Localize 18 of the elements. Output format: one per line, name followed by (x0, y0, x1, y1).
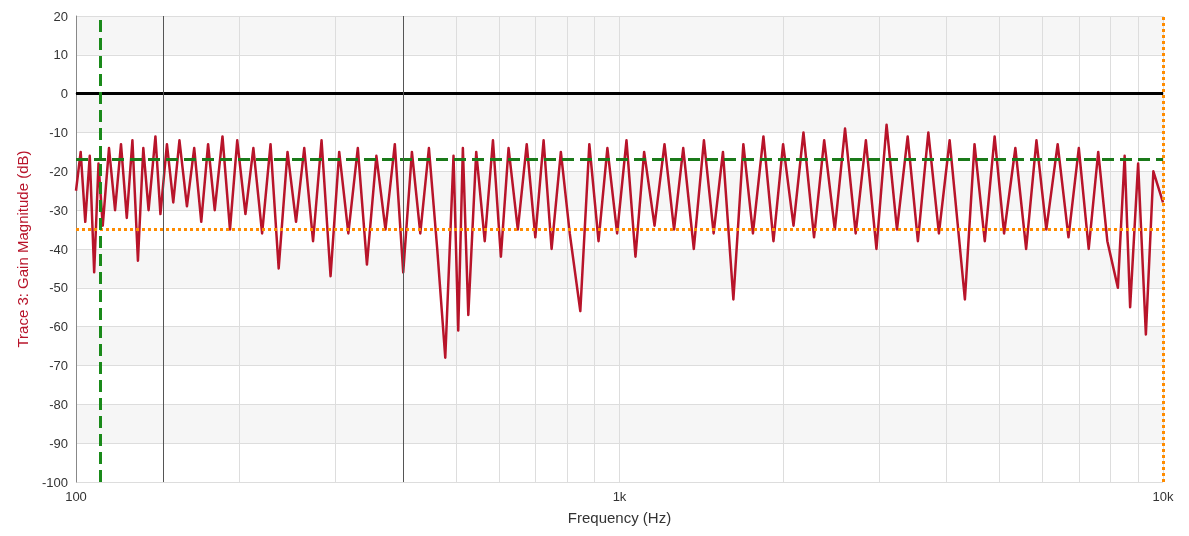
y-tick-label: -70 (49, 358, 68, 373)
x-tick-label: 1k (612, 489, 627, 504)
y-tick-label: -20 (49, 163, 68, 179)
y-tick-label: -80 (49, 396, 68, 412)
x-tick-label: 100 (65, 489, 87, 504)
y-tick-label: -90 (49, 435, 68, 451)
y-tick-label: -40 (49, 241, 68, 257)
y-tick-label: -30 (49, 202, 68, 218)
y-tick-label: -10 (49, 125, 68, 140)
y-tick-label: 10 (53, 47, 68, 63)
x-axis-title: Frequency (Hz) (567, 509, 672, 526)
y-tick-label: -60 (49, 319, 68, 335)
x-tick-label: 10k (1152, 489, 1174, 504)
y-tick-label: 0 (60, 86, 68, 102)
y-tick-label: -100 (41, 474, 68, 490)
y-axis-title: Trace 3: Gain Magnitude (dB) (14, 150, 31, 348)
y-tick-label: -50 (49, 280, 68, 296)
y-tick-label: 20 (53, 8, 68, 24)
